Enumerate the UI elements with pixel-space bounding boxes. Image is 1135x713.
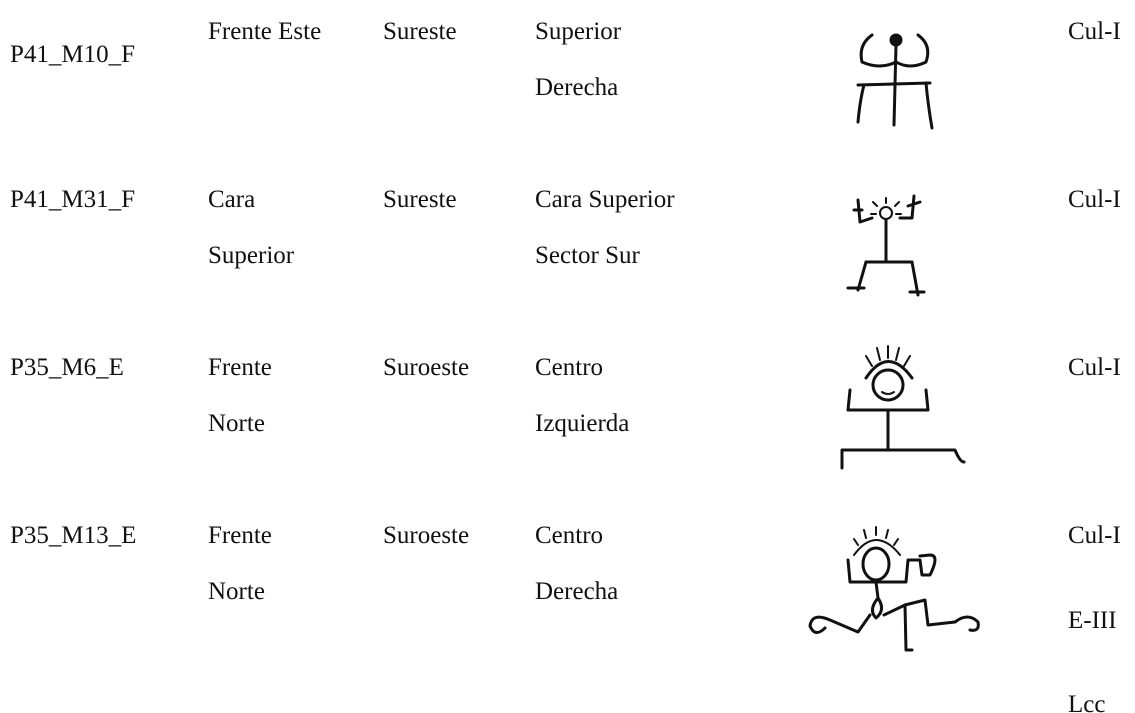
- position-text: Cara Superior: [535, 186, 675, 213]
- petroglyph-2: [846, 194, 926, 297]
- position-text: Derecha: [535, 578, 619, 605]
- orientation-text: Sureste: [383, 18, 457, 45]
- style-code: Cul-I: [1068, 354, 1121, 381]
- position-text: Centro: [535, 522, 604, 549]
- row-id: P41_M10_F: [10, 41, 136, 68]
- style-code: E-III: [1068, 606, 1117, 634]
- orientation-text: Sureste: [383, 186, 457, 213]
- face-text: Frente Este: [208, 18, 322, 45]
- position-text: Centro: [535, 354, 604, 381]
- position-text: Superior: [535, 18, 622, 45]
- orientation-text: Suroeste: [383, 522, 470, 549]
- petroglyph-1: [856, 33, 934, 130]
- orientation-text: Suroeste: [383, 354, 470, 381]
- position-text: Izquierda: [535, 410, 630, 437]
- face-text: Frente: [208, 522, 272, 549]
- style-code: Cul-I: [1068, 18, 1121, 45]
- position-text: Sector Sur: [535, 242, 640, 269]
- face-text: Frente: [208, 354, 272, 381]
- style-code: Lcc: [1068, 691, 1106, 713]
- row-id: P35_M13_E: [10, 522, 137, 549]
- face-text: Cara: [208, 186, 256, 213]
- face-text: Norte: [208, 410, 265, 437]
- face-text: Norte: [208, 578, 265, 605]
- style-code: Cul-I: [1068, 522, 1121, 549]
- row-id: P41_M31_F: [10, 186, 136, 213]
- style-code: Cul-I: [1068, 186, 1121, 213]
- petroglyph-4: [808, 526, 980, 652]
- face-text: Superior: [208, 242, 295, 269]
- position-text: Derecha: [535, 74, 619, 101]
- row-id: P35_M6_E: [10, 354, 124, 381]
- petroglyph-3: [840, 345, 966, 470]
